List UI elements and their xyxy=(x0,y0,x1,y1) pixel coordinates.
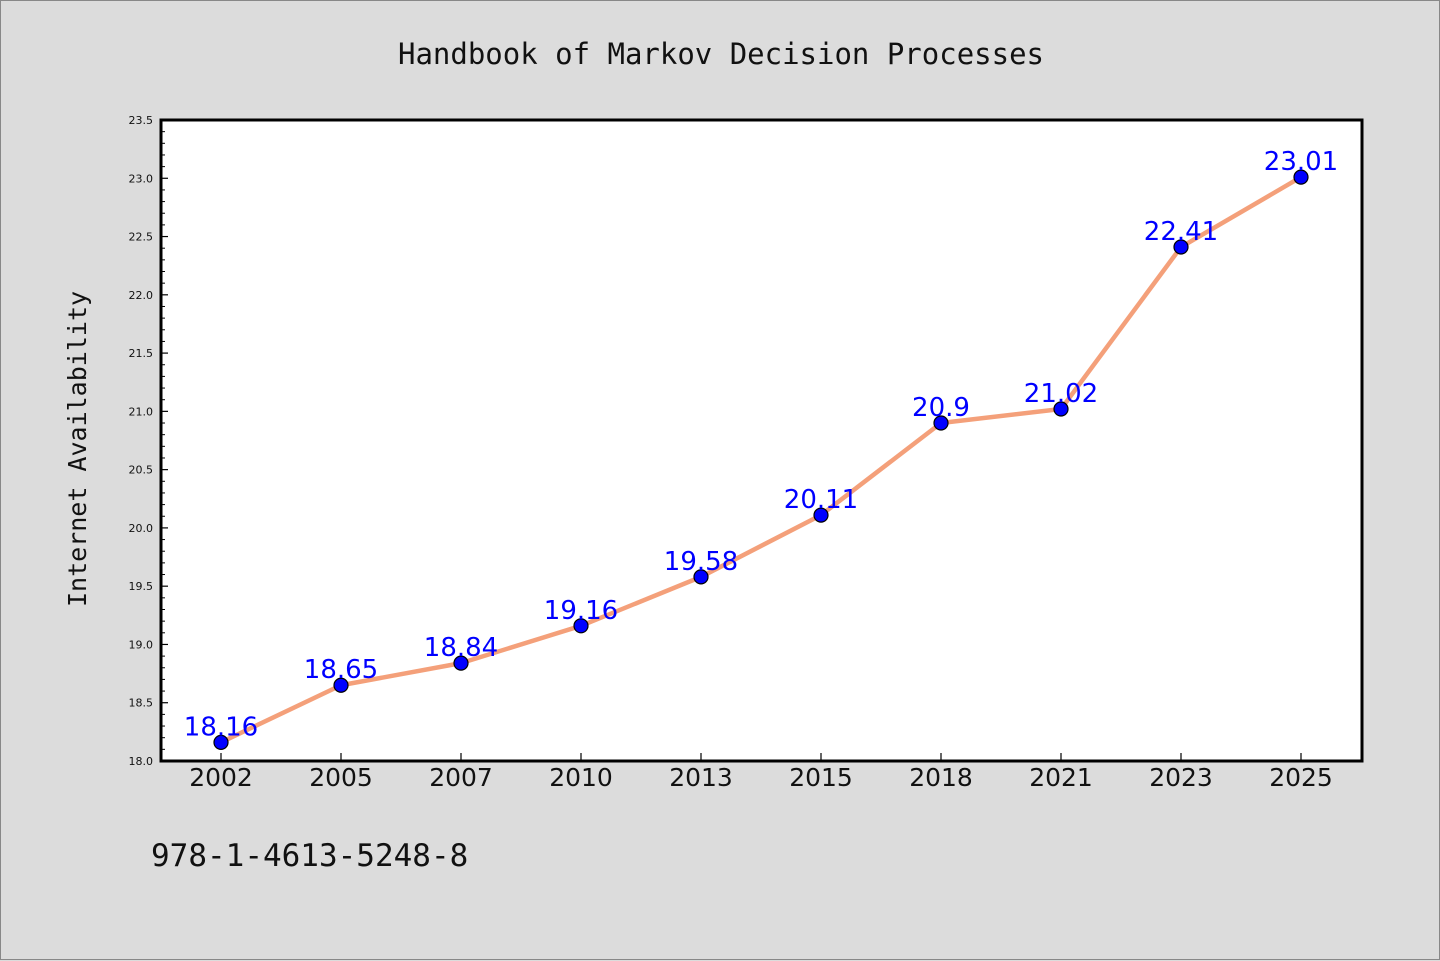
x-tick-label: 2025 xyxy=(1269,763,1333,792)
series-layer: 18.16 18.65 18.84 19.16 19.58 20.11 20.9 21.02 2… xyxy=(184,147,1338,750)
x-tick-label: 2018 xyxy=(909,763,973,792)
y-axis-ticks: 18.0 18.5 19.0 19.5 20.0 20.5 21.0 21.5 22.0 22.5… xyxy=(129,114,168,768)
data-label: 19.58 xyxy=(664,547,738,577)
y-tick-label: 20.5 xyxy=(129,464,154,477)
data-point xyxy=(693,569,709,585)
y-tick-label: 21.0 xyxy=(129,405,154,418)
x-tick-label: 2002 xyxy=(189,763,253,792)
data-point xyxy=(813,507,829,523)
x-tick-label: 2021 xyxy=(1029,763,1093,792)
x-tick-label: 2007 xyxy=(429,763,493,792)
plot-area xyxy=(159,118,1364,763)
x-tick-label: 2023 xyxy=(1149,763,1213,792)
x-tick-label: 2010 xyxy=(549,763,613,792)
y-tick-label: 19.0 xyxy=(129,638,154,651)
data-label: 21.02 xyxy=(1024,379,1098,409)
data-label: 18.16 xyxy=(184,712,258,742)
data-label: 20.9 xyxy=(912,393,970,423)
y-tick-label: 20.0 xyxy=(129,522,154,535)
data-label: 20.11 xyxy=(784,485,858,515)
data-point xyxy=(213,734,229,750)
data-point xyxy=(1173,239,1189,255)
y-tick-label: 23.0 xyxy=(129,172,154,185)
x-axis-ticks: 2002 2005 2007 2010 2013 2015 2018 2021 2023 2025 xyxy=(189,753,1333,792)
y-tick-label: 23.5 xyxy=(129,114,154,127)
chart-title: Handbook of Markov Decision Processes xyxy=(398,37,1044,71)
data-point xyxy=(1293,169,1309,185)
isbn-text: 978-1-4613-5248-8 xyxy=(151,838,468,874)
x-tick-label: 2013 xyxy=(669,763,733,792)
data-point xyxy=(573,618,589,634)
data-point xyxy=(453,655,469,671)
x-tick-label: 2005 xyxy=(309,763,373,792)
y-axis-label: Internet Availability xyxy=(63,291,92,607)
data-label: 22.41 xyxy=(1144,217,1218,247)
data-label: 19.16 xyxy=(544,596,618,626)
y-tick-label: 18.5 xyxy=(129,697,154,710)
data-point xyxy=(1053,401,1069,417)
data-label: 23.01 xyxy=(1264,147,1338,177)
data-label: 18.84 xyxy=(424,633,498,663)
y-tick-label: 22.0 xyxy=(129,289,154,302)
data-point xyxy=(333,677,349,693)
x-tick-label: 2015 xyxy=(789,763,853,792)
data-label: 18.65 xyxy=(304,655,378,685)
y-tick-label: 22.5 xyxy=(129,231,154,244)
y-tick-label: 21.5 xyxy=(129,347,154,360)
y-tick-label: 18.0 xyxy=(129,755,154,768)
data-point xyxy=(933,415,949,431)
y-tick-label: 19.5 xyxy=(129,580,154,593)
series-line xyxy=(218,174,1304,745)
